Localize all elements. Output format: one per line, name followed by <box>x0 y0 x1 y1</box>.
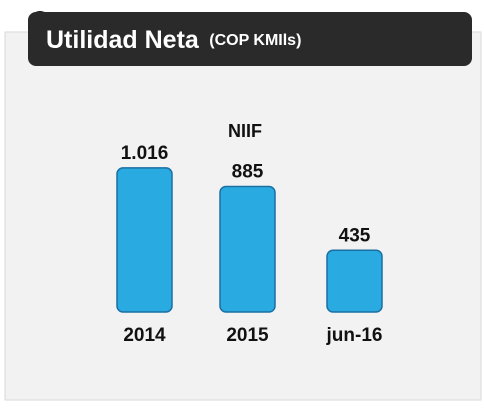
header-bar <box>28 12 472 66</box>
title: Utilidad Neta (COP KMIls) <box>46 26 301 54</box>
bar <box>219 185 276 313</box>
value-label: 885 <box>232 162 264 183</box>
x-tick-label: 2014 <box>123 325 166 346</box>
bar <box>326 249 383 313</box>
value-label: 435 <box>339 225 371 246</box>
bar <box>116 167 173 313</box>
chart-subtitle: NIIF <box>228 121 262 141</box>
x-tick-label: 2015 <box>226 325 269 346</box>
value-label: 1.016 <box>121 143 169 164</box>
x-tick-label: jun-16 <box>326 325 383 346</box>
title-main: Utilidad Neta <box>46 26 200 54</box>
title-unit: (COP KMIls) <box>209 32 301 49</box>
